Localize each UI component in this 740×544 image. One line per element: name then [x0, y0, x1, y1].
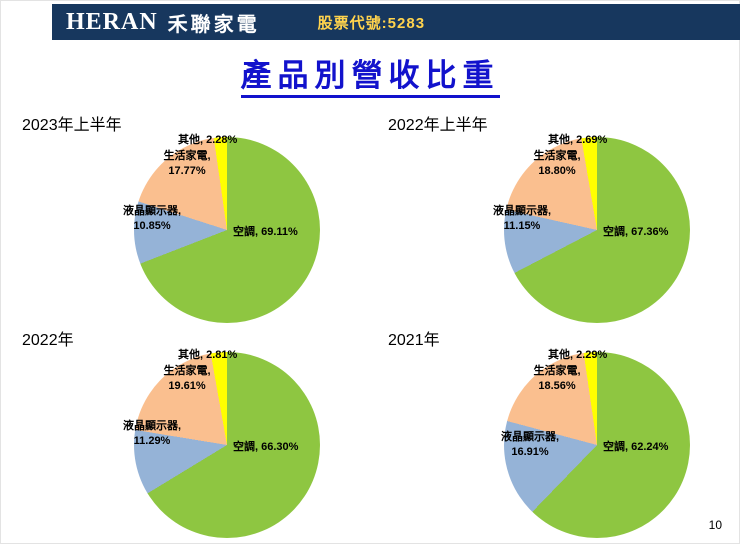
slice-label-air: 空調, 69.11% — [233, 226, 298, 238]
slice-label-lcd: 液晶顯示器, 11.15% — [492, 205, 552, 232]
slice-label-appliance: 生活家電, 18.56% — [533, 365, 581, 392]
chart-title: 2023年上半年 — [22, 117, 122, 134]
slice-label-air: 空調, 66.30% — [233, 441, 299, 453]
slice-label-lcd: 液晶顯示器, 16.91% — [500, 431, 560, 458]
pie-chart — [134, 137, 320, 323]
slice-label-other: 其他, 2.28% — [178, 134, 238, 146]
header-bar: HERAN 禾聯家電 股票代號:5283 — [52, 4, 740, 40]
slice-label-air: 空調, 67.36% — [603, 226, 669, 238]
pie-chart — [504, 137, 690, 323]
slice-label-other: 其他, 2.81% — [178, 349, 238, 361]
chart-2021: 2021年 其他, 2.29% 生活家電, 18.56% 液晶顯示器, 16.9… — [370, 318, 740, 542]
slice-label-appliance: 生活家電, 17.77% — [163, 150, 211, 177]
slice-label-air: 空調, 62.24% — [603, 441, 669, 453]
slice-label-appliance: 生活家電, 18.80% — [533, 150, 581, 177]
page-number: 10 — [708, 518, 722, 532]
slice-label-appliance: 生活家電, 19.61% — [163, 365, 211, 392]
heran-logo: HERAN — [66, 8, 158, 35]
brand-name: 禾聯家電 — [167, 13, 260, 36]
slice-label-lcd: 液晶顯示器, 10.85% — [122, 205, 182, 232]
slice-label-other: 其他, 2.69% — [548, 134, 608, 146]
chart-2023-h1: 2023年上半年 其他, 2.28% 生活家電, 17.77% 液晶顯示器, 1… — [0, 103, 370, 327]
chart-2022-h1: 2022年上半年 其他, 2.69% 生活家電, 18.80% 液晶顯示器, 1… — [370, 103, 740, 327]
chart-title: 2021年 — [388, 332, 440, 349]
page-title-text: 產品別營收比重 — [240, 58, 500, 98]
chart-title: 2022年上半年 — [388, 117, 488, 134]
pie-chart — [134, 352, 320, 538]
pie-chart — [504, 352, 690, 538]
chart-title: 2022年 — [22, 332, 74, 349]
chart-2022: 2022年 其他, 2.81% 生活家電, 19.61% 液晶顯示器, 11.2… — [0, 318, 370, 542]
slice-label-other: 其他, 2.29% — [548, 349, 608, 361]
slice-label-lcd: 液晶顯示器, 11.29% — [122, 420, 182, 447]
page-title: 產品別營收比重 — [0, 50, 740, 98]
stock-code: 股票代號:5283 — [317, 14, 426, 32]
